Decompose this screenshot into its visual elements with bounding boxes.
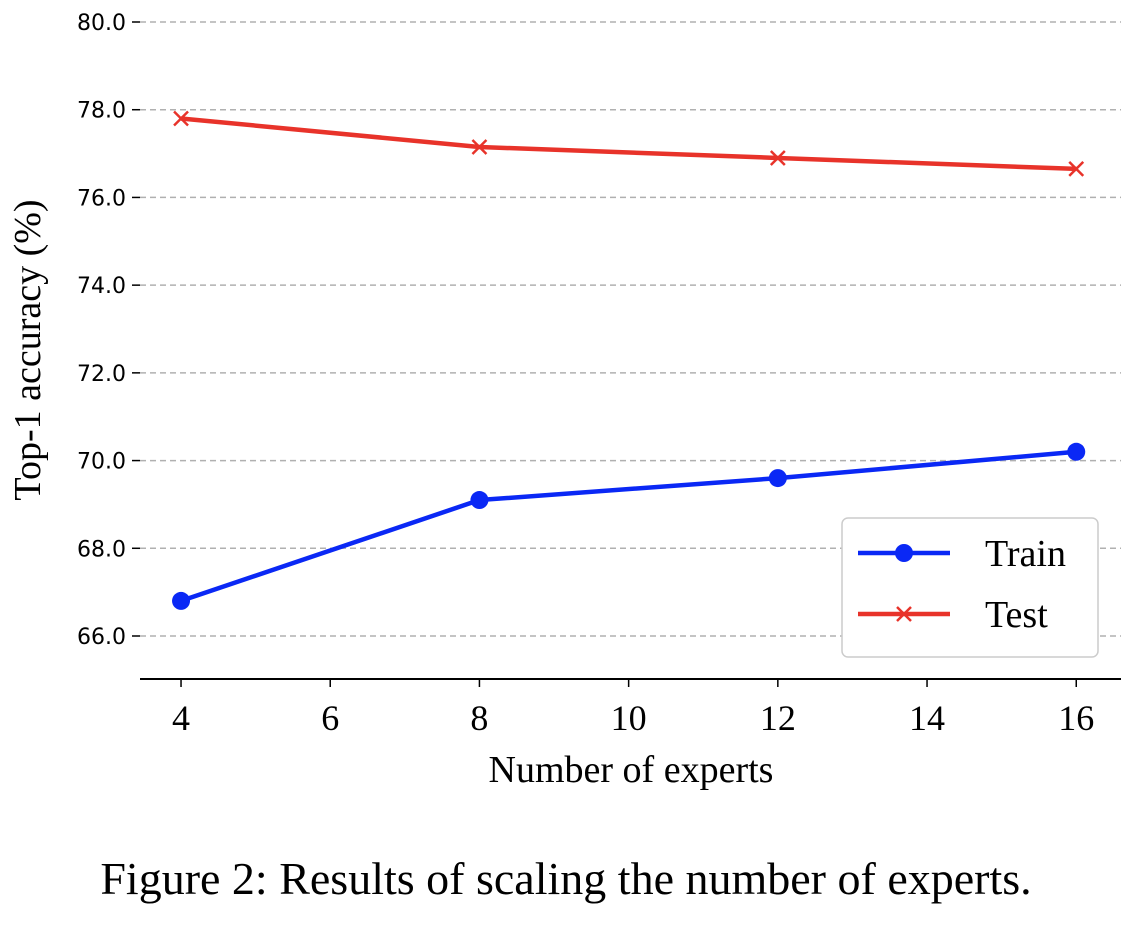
y-tick-label: 76.0 <box>77 186 126 211</box>
y-tick-label: 66.0 <box>77 625 126 650</box>
train-series-point <box>470 491 489 510</box>
test-series-point <box>471 139 488 155</box>
legend-train-entry: Train <box>858 533 1066 575</box>
train-series-point <box>1067 442 1086 461</box>
y-tick-label: 72.0 <box>77 362 126 387</box>
figure-caption: Figure 2: Results of scaling the number … <box>100 853 1032 904</box>
test-series-point-stroke-b <box>471 139 488 155</box>
legend-test-point <box>896 606 912 622</box>
x-axis: 4 6 8 10 12 14 16 <box>140 678 1121 738</box>
test-series-point-stroke-b <box>173 110 189 127</box>
y-tick-label: 80.0 <box>77 11 126 36</box>
train-series <box>172 442 1086 610</box>
test-series-point-stroke-b <box>1068 161 1085 177</box>
legend-test-point-stroke-b <box>896 606 912 622</box>
train-series-point <box>768 469 787 488</box>
y-axis-label: Top-1 accuracy (%) <box>7 199 49 500</box>
legend-train-label: Train <box>985 533 1066 575</box>
y-tick-label: 74.0 <box>77 274 126 299</box>
train-series-point <box>172 591 191 610</box>
series <box>172 110 1086 610</box>
x-tick-label: 4 <box>172 698 190 738</box>
x-tick-label: 6 <box>321 698 339 738</box>
x-tick-label: 10 <box>611 698 647 738</box>
test-series-point <box>769 150 786 166</box>
x-tick-label: 12 <box>760 698 796 738</box>
test-series-point <box>1068 161 1085 177</box>
test-series <box>173 110 1085 177</box>
legend-test-label: Test <box>985 594 1048 636</box>
y-tick-label: 78.0 <box>77 99 126 124</box>
legend-test-entry: Test <box>858 594 1048 636</box>
x-axis-label: Number of experts <box>489 749 774 791</box>
test-series-point-stroke-b <box>769 150 786 166</box>
legend-train-point <box>895 544 913 562</box>
x-tick-label: 16 <box>1058 698 1094 738</box>
legend: Train Test <box>841 517 1099 658</box>
x-tick-label: 14 <box>909 698 945 738</box>
y-tick-label: 70.0 <box>77 450 126 475</box>
test-series-point <box>173 110 189 127</box>
chart: 66.0 68.0 70.0 72.0 74.0 76.0 78.0 80.0 4 6 8 10 12… <box>7 11 1121 791</box>
test-series-line <box>180 116 1077 172</box>
train-series-line <box>180 449 1077 604</box>
y-tick-label: 68.0 <box>77 537 126 562</box>
grid-lines <box>140 21 1121 637</box>
y-axis: 66.0 68.0 70.0 72.0 74.0 76.0 78.0 80.0 <box>77 11 140 650</box>
x-tick-label: 8 <box>470 698 488 738</box>
